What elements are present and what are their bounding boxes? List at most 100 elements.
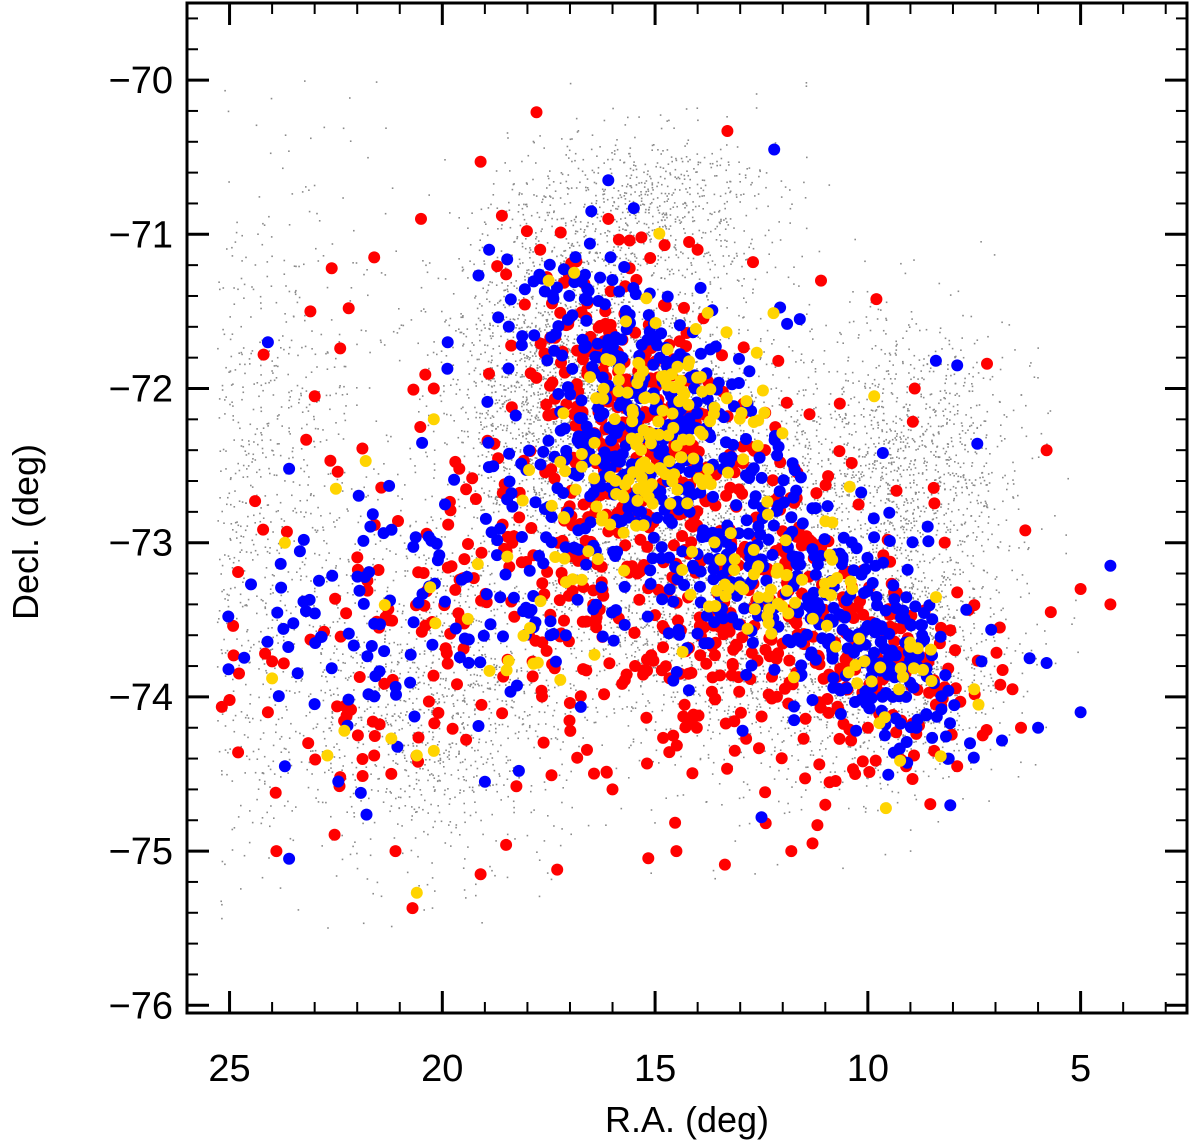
background-star-dot [535,236,538,238]
background-star-dot [221,590,223,593]
background-star-dot [403,754,406,757]
background-star-dot [491,543,494,545]
background-star-dot [690,396,693,398]
background-star-dot [707,512,709,515]
background-star-dot [463,689,466,692]
background-star-dot [679,291,681,294]
background-star-dot [312,750,314,752]
background-star-dot [531,344,533,347]
background-star-dot [535,238,537,240]
background-star-dot [383,597,385,599]
background-star-dot [491,422,494,425]
background-star-dot [337,607,339,609]
background-star-dot [300,761,303,763]
background-star-dot [377,778,379,780]
background-star-dot [339,557,341,560]
background-star-dot [482,287,484,290]
background-star-dot [534,509,537,512]
background-star-dot [606,548,608,551]
background-star-dot [606,235,608,237]
background-star-dot [505,755,508,758]
background-star-dot [359,654,362,656]
background-star-dot [455,824,458,826]
background-star-dot [565,238,568,240]
background-star-dot [271,584,274,587]
background-star-dot [300,680,303,682]
background-star-dot [247,736,249,739]
background-star-dot [511,447,513,450]
background-star-dot [355,723,357,725]
background-star-dot [491,757,494,759]
background-star-dot [511,706,514,709]
background-star-dot [308,761,311,764]
background-star-dot [279,887,282,889]
background-star-dot [452,346,454,349]
background-star-dot [343,471,346,474]
background-star-dot [450,831,453,834]
background-star-dot [479,675,482,677]
background-star-dot [355,766,358,769]
background-star-dot [400,324,403,326]
background-star-dot [401,852,404,855]
background-star-dot [299,579,302,581]
background-star-dot [671,336,673,339]
background-star-dot [330,721,333,723]
background-star-dot [479,441,482,444]
background-star-dot [246,755,248,757]
background-star-dot [291,494,293,497]
background-star-dot [339,385,341,387]
background-star-dot [510,391,512,393]
background-star-dot [671,308,674,311]
background-star-dot [507,759,509,762]
background-star-dot [491,869,493,872]
background-star-dot [577,508,579,510]
background-star-dot [509,226,512,229]
background-star-dot [598,528,600,530]
background-star-dot [719,287,722,290]
background-star-dot [567,335,569,338]
background-star-dot [235,231,238,234]
background-star-dot [367,494,369,497]
background-star-dot [501,403,504,405]
background-star-dot [362,726,365,728]
background-star-dot [458,328,460,330]
background-star-dot [571,160,573,163]
background-star-dot [612,367,614,369]
background-star-dot [271,255,273,258]
background-star-dot [503,784,505,786]
background-star-dot [480,574,483,577]
background-star-dot [604,294,606,297]
background-star-dot [326,286,329,289]
background-star-dot [303,516,306,518]
background-star-dot [344,677,347,680]
background-star-dot [260,822,263,825]
background-star-dot [549,204,552,206]
background-star-dot [497,228,499,230]
background-star-dot [764,464,766,467]
background-star-dot [261,658,264,661]
background-star-dot [446,695,448,697]
background-star-dot [321,845,323,847]
background-star-dot [444,278,447,280]
background-star-dot [248,443,250,446]
background-star-dot [284,134,287,136]
background-star-dot [443,701,446,704]
background-star-dot [470,683,473,686]
background-star-dot [514,450,516,453]
background-star-dot [496,608,499,611]
background-star-dot [535,493,538,495]
background-star-dot [405,555,408,558]
background-star-dot [723,517,725,519]
background-star-dot [572,288,575,291]
background-star-dot [401,825,403,827]
background-star-dot [236,221,238,224]
background-star-dot [425,405,428,407]
background-star-dot [310,512,312,515]
background-star-dot [283,805,286,807]
background-star-dot [533,809,535,811]
background-star-dot [453,646,455,648]
background-star-dot [330,694,332,697]
background-star-dot [494,391,497,393]
background-star-dot [321,648,324,650]
background-star-dot [326,580,328,583]
